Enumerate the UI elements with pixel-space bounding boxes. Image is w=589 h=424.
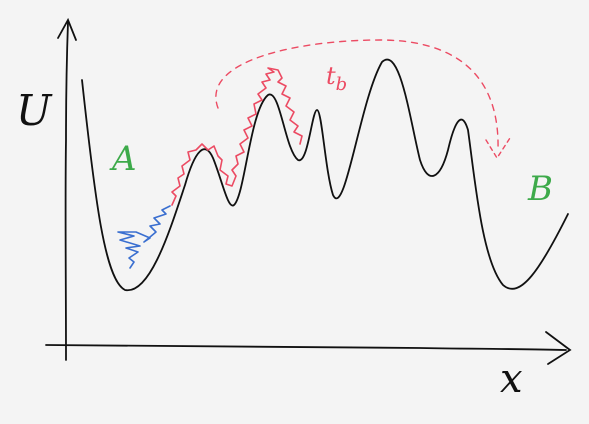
x-axis-arrowhead [545,331,572,365]
x-axis-line [45,344,567,351]
energy-curve [81,58,569,291]
y-axis-line [64,21,69,361]
state-b-label: B [527,169,553,209]
transition-time-symbol: t [326,62,336,90]
state-a-label: A [109,139,137,179]
thermal-fluctuation-path [117,205,171,269]
y-axis-label: U [16,86,53,135]
barrier-crossing-path [171,67,303,206]
y-axis-arrowhead [57,17,77,41]
transition-time-label: tb [326,62,347,95]
axes [45,17,572,365]
transition-time-subscript: b [336,74,348,95]
x-axis-label: x [500,356,523,402]
transition-dashed-arrow [215,39,499,151]
